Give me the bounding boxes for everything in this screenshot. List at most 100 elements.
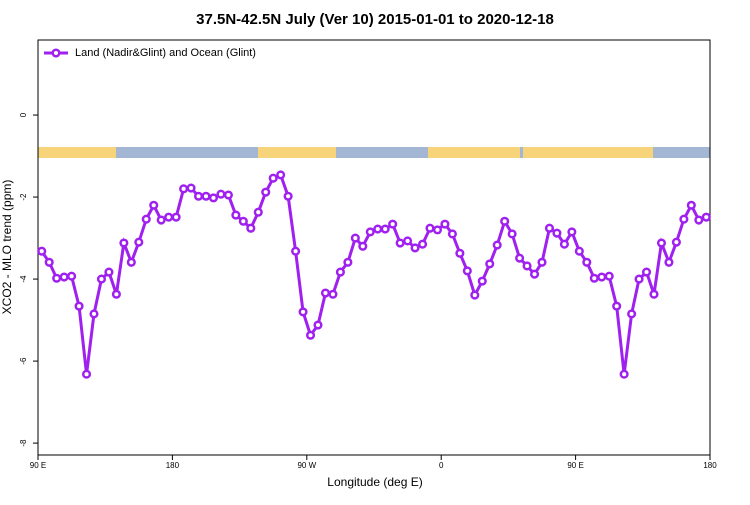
data-point xyxy=(328,289,338,299)
y-tick-label: -2 xyxy=(19,193,28,201)
data-point xyxy=(81,369,92,379)
legend-marker xyxy=(51,48,61,58)
land xyxy=(258,147,336,158)
y-tick-label: -8 xyxy=(19,439,28,447)
data-point xyxy=(567,227,577,237)
data-point xyxy=(641,267,652,277)
data-point xyxy=(67,271,77,281)
data-point xyxy=(649,289,659,299)
data-point xyxy=(193,191,204,201)
x-tick-label: 90 E xyxy=(30,461,46,470)
data-point xyxy=(253,207,263,217)
data-point xyxy=(455,248,465,258)
data-point xyxy=(208,193,219,203)
data-point xyxy=(216,189,226,199)
data-point xyxy=(358,241,368,251)
data-point xyxy=(111,289,121,299)
data-point xyxy=(440,219,450,229)
x-axis-label: Longitude (deg E) xyxy=(327,475,422,489)
ocean xyxy=(38,147,710,158)
data-point xyxy=(485,259,495,269)
data-point xyxy=(149,200,159,210)
x-tick-label: 90 W xyxy=(297,461,316,470)
data-point xyxy=(231,210,241,220)
data-point xyxy=(156,215,166,225)
data-point xyxy=(515,253,525,263)
data-point xyxy=(589,273,599,283)
data-point xyxy=(186,183,196,193)
data-point xyxy=(597,272,607,282)
data-point xyxy=(477,276,487,286)
data-point xyxy=(686,200,696,210)
data-point xyxy=(126,257,136,267)
data-point xyxy=(298,307,308,317)
y-tick-label: 0 xyxy=(19,112,28,117)
data-point xyxy=(373,224,383,234)
data-point xyxy=(380,224,390,234)
data-point xyxy=(522,261,532,271)
data-point xyxy=(679,214,689,224)
data-point xyxy=(261,187,271,197)
data-point xyxy=(462,266,472,276)
land xyxy=(523,147,653,158)
data-point xyxy=(403,236,413,246)
y-axis-label: XCO2 - MLO trend (ppm) xyxy=(0,180,14,315)
data-point xyxy=(417,239,428,249)
data-point xyxy=(305,330,316,340)
data-point xyxy=(37,246,47,256)
data-point xyxy=(201,191,211,201)
data-point xyxy=(276,170,286,180)
data-point xyxy=(291,246,301,256)
data-point xyxy=(164,212,174,222)
data-point xyxy=(529,269,540,279)
data-point xyxy=(582,257,592,267)
data-point xyxy=(365,227,375,237)
data-point xyxy=(574,246,584,256)
data-point xyxy=(171,212,181,222)
data-point xyxy=(634,274,644,284)
data-point xyxy=(134,237,144,247)
data-point xyxy=(559,239,569,249)
land-ocean-strip xyxy=(38,147,710,158)
data-point xyxy=(388,219,398,229)
data-point xyxy=(74,301,84,311)
data-point xyxy=(89,309,99,319)
data-point xyxy=(432,225,443,235)
data-point xyxy=(425,223,435,233)
data-point xyxy=(694,215,704,225)
data-point xyxy=(283,191,293,201)
y-tick-label: -6 xyxy=(19,357,28,365)
y-tick-label: -4 xyxy=(19,275,28,283)
legend-label: Land (Nadir&Glint) and Ocean (Glint) xyxy=(75,47,256,59)
data-point xyxy=(544,223,555,233)
data-point xyxy=(671,237,681,247)
data-point xyxy=(52,273,62,283)
data-point xyxy=(350,233,360,243)
data-point xyxy=(320,288,331,298)
chart-title: 37.5N-42.5N July (Ver 10) 2015-01-01 to … xyxy=(196,11,554,28)
data-point xyxy=(44,257,54,267)
data-point xyxy=(701,212,711,222)
data-point xyxy=(313,320,323,330)
x-tick-label: 180 xyxy=(703,461,717,470)
plot-frame xyxy=(37,39,711,456)
data-point xyxy=(246,223,256,233)
data-point xyxy=(470,290,480,300)
data-point xyxy=(552,228,562,238)
land xyxy=(38,147,116,158)
data-point xyxy=(612,301,622,311)
data-point xyxy=(604,271,614,281)
data-point xyxy=(119,238,129,248)
x-tick-label: 90 E xyxy=(567,461,583,470)
data-point xyxy=(507,229,517,239)
data-point xyxy=(238,216,248,226)
data-point xyxy=(627,309,637,319)
data-point xyxy=(104,267,114,277)
data-point xyxy=(537,257,547,267)
data-point xyxy=(447,229,457,239)
data-point xyxy=(664,257,674,267)
data-point xyxy=(656,238,667,248)
data-point xyxy=(335,267,345,277)
data-point xyxy=(141,214,151,224)
